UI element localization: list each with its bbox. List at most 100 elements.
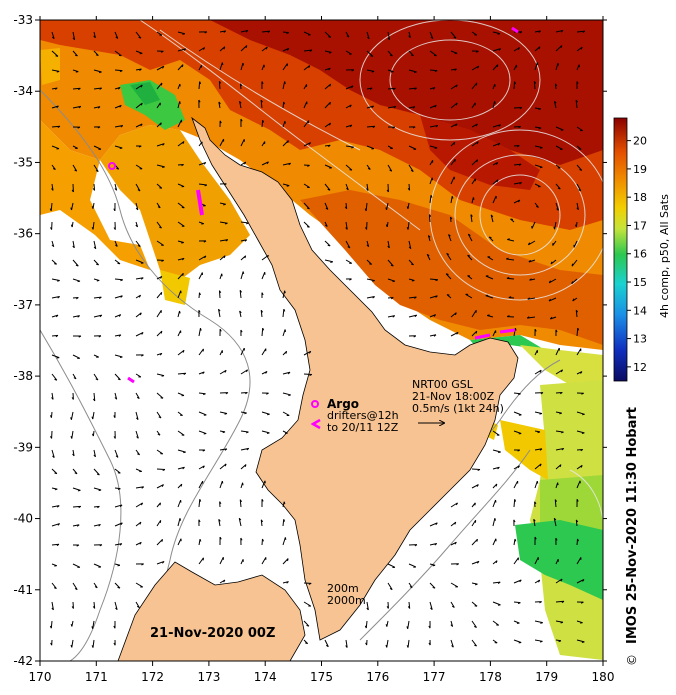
current-vector bbox=[93, 373, 99, 381]
current-vector bbox=[92, 221, 95, 230]
lat-tick-label: -35 bbox=[13, 155, 33, 169]
current-vector-head bbox=[288, 162, 291, 166]
current-vector-head bbox=[559, 392, 563, 395]
current-vector bbox=[114, 31, 119, 39]
current-vector-head bbox=[96, 279, 100, 282]
current-vector bbox=[492, 64, 499, 71]
current-vector-head bbox=[182, 466, 185, 470]
current-vector-head bbox=[497, 466, 500, 470]
current-vector bbox=[177, 31, 185, 35]
current-vector bbox=[533, 519, 536, 527]
current-vector-head bbox=[74, 54, 78, 57]
current-vector bbox=[282, 81, 286, 90]
current-vector-head bbox=[51, 244, 55, 248]
current-vector-head bbox=[367, 167, 371, 170]
current-vector bbox=[282, 411, 290, 416]
current-vector-head bbox=[118, 87, 121, 90]
current-vector-head bbox=[202, 449, 206, 452]
current-vector-head bbox=[246, 222, 249, 225]
current-vector bbox=[366, 259, 373, 265]
current-vector-head bbox=[498, 124, 501, 127]
current-vector-head bbox=[244, 239, 248, 242]
current-vector bbox=[450, 196, 453, 204]
current-vector bbox=[93, 563, 102, 568]
current-vector-head bbox=[581, 432, 585, 434]
current-vector bbox=[555, 29, 564, 33]
current-vector bbox=[93, 183, 96, 191]
current-vector-head bbox=[456, 563, 459, 566]
current-vector-head bbox=[390, 264, 394, 267]
current-vector bbox=[534, 369, 542, 375]
current-vector-head bbox=[328, 51, 332, 54]
current-vector-head bbox=[224, 463, 227, 467]
current-vector bbox=[261, 328, 264, 337]
current-vector bbox=[408, 259, 414, 266]
current-vector-head bbox=[70, 436, 73, 439]
current-vector-head bbox=[539, 448, 543, 451]
current-vector bbox=[576, 557, 582, 565]
current-vector-head bbox=[346, 187, 349, 191]
current-vector-head bbox=[476, 159, 479, 163]
current-vector bbox=[282, 47, 290, 52]
current-vector bbox=[177, 538, 182, 546]
current-vector bbox=[534, 480, 538, 489]
current-vector bbox=[345, 50, 352, 55]
current-vector-head bbox=[283, 519, 286, 522]
current-vector-head bbox=[386, 606, 389, 609]
current-vector-head bbox=[329, 122, 332, 126]
current-vector-head bbox=[91, 645, 94, 648]
current-vector bbox=[177, 499, 182, 508]
current-vector-head bbox=[139, 312, 142, 316]
current-vector bbox=[282, 162, 291, 166]
current-vector bbox=[387, 563, 396, 568]
current-vector bbox=[198, 183, 207, 186]
current-vector bbox=[240, 464, 247, 470]
current-vector bbox=[407, 620, 410, 629]
current-vector bbox=[156, 65, 165, 71]
lat-tick-label: -41 bbox=[13, 583, 33, 597]
current-vector-head bbox=[203, 240, 207, 243]
current-vector-head bbox=[454, 312, 457, 316]
current-vector bbox=[471, 560, 480, 565]
lat-tick-label: -40 bbox=[13, 512, 33, 526]
current-vector bbox=[407, 221, 410, 230]
current-vector-head bbox=[468, 233, 471, 236]
current-vector-head bbox=[141, 563, 144, 566]
current-vector bbox=[365, 202, 368, 211]
current-vector bbox=[51, 183, 54, 191]
south-island-land bbox=[117, 561, 306, 661]
current-vector-head bbox=[76, 297, 79, 300]
current-vector bbox=[177, 392, 185, 396]
current-vector bbox=[492, 430, 500, 436]
current-vector-head bbox=[366, 188, 369, 191]
current-vector-head bbox=[262, 538, 264, 542]
current-vector bbox=[408, 563, 417, 568]
ssh-contours bbox=[139, 20, 603, 521]
current-vector bbox=[492, 538, 497, 546]
current-vector bbox=[135, 392, 140, 399]
current-vector bbox=[177, 430, 185, 436]
colorbar-tick-label: 15 bbox=[633, 276, 647, 289]
current-vector bbox=[492, 48, 501, 52]
current-vector-head bbox=[199, 328, 202, 331]
current-vector-head bbox=[242, 482, 244, 486]
current-vector-head bbox=[218, 519, 221, 522]
current-vector-head bbox=[240, 118, 243, 122]
current-vector bbox=[198, 557, 204, 565]
current-vector-head bbox=[95, 169, 99, 173]
current-vector bbox=[528, 240, 536, 246]
current-vector-head bbox=[519, 182, 522, 185]
current-vector bbox=[386, 639, 389, 648]
current-vector-head bbox=[75, 264, 79, 267]
current-vector bbox=[534, 448, 543, 451]
current-vector-head bbox=[161, 375, 165, 377]
current-vector-head bbox=[326, 644, 329, 648]
current-vector-head bbox=[284, 290, 286, 294]
current-vector-head bbox=[179, 101, 181, 104]
current-vector bbox=[51, 296, 60, 299]
current-vector-head bbox=[476, 539, 478, 542]
current-vector-head bbox=[518, 163, 522, 167]
current-vector bbox=[114, 145, 123, 149]
current-vector-head bbox=[180, 483, 183, 487]
current-vector bbox=[240, 255, 247, 261]
